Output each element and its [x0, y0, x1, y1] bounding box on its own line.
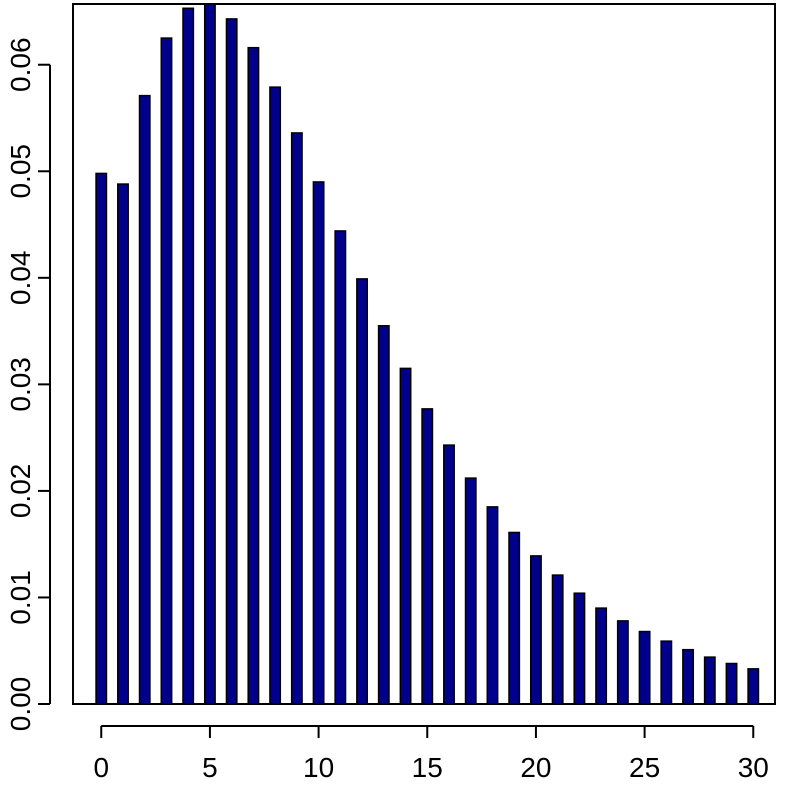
bars-group	[95, 3, 760, 705]
bar-27	[682, 648, 695, 705]
bar-8	[269, 86, 282, 705]
x-tick-label-20: 20	[520, 752, 551, 783]
bar-25	[638, 630, 651, 705]
y-tick-label-0.01: 0.01	[5, 570, 36, 625]
y-tick-label-0.05: 0.05	[5, 144, 36, 199]
bar-19	[508, 531, 521, 705]
bar-26	[660, 640, 673, 705]
y-tick-label-0.00: 0.00	[5, 677, 36, 732]
bar-29	[725, 662, 738, 705]
bar-2	[138, 94, 151, 705]
bar-1	[117, 183, 129, 705]
x-tick-label-5: 5	[202, 752, 218, 783]
bar-30	[747, 668, 760, 705]
bar-4	[182, 7, 195, 705]
bar-14	[399, 367, 412, 705]
bar-12	[356, 278, 369, 705]
bar-15	[421, 408, 434, 705]
y-tick-label-0.03: 0.03	[5, 357, 36, 412]
bar-3	[160, 37, 173, 705]
x-tick-label-10: 10	[303, 752, 334, 783]
bar-6	[225, 18, 238, 705]
bar-17	[464, 477, 477, 705]
bar-22	[573, 592, 586, 705]
x-tick-label-15: 15	[412, 752, 443, 783]
bar-13	[377, 325, 390, 705]
x-tick-label-30: 30	[738, 752, 769, 783]
bar-21	[551, 574, 564, 705]
x-tick-label-25: 25	[629, 752, 660, 783]
x-axis: 0 5 10 15 20 25 30	[93, 725, 769, 783]
bar-11	[334, 230, 347, 705]
bar-24	[616, 620, 629, 705]
y-axis: 0.00 0.01 0.02 0.03 0.04 0.05 0.06	[5, 37, 51, 732]
bar-5	[203, 3, 216, 705]
bar-18	[486, 506, 499, 705]
x-tick-label-0: 0	[93, 752, 109, 783]
y-tick-label-0.02: 0.02	[5, 464, 36, 518]
bar-7	[247, 46, 260, 705]
bar-23	[595, 607, 608, 705]
y-tick-label-0.04: 0.04	[5, 251, 36, 306]
bar-10	[312, 181, 325, 705]
bar-16	[443, 444, 455, 705]
bar-9	[290, 132, 303, 705]
y-tick-label-0.06: 0.06	[5, 37, 36, 92]
bar-0	[95, 172, 108, 705]
bar-20	[529, 555, 542, 705]
bar-28	[703, 656, 716, 705]
